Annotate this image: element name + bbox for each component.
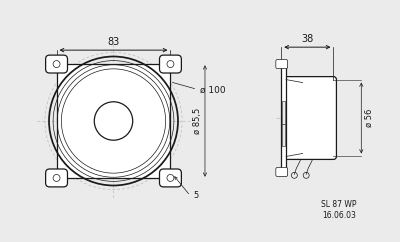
Text: SL 87 WP
16.06.03: SL 87 WP 16.06.03	[322, 200, 357, 220]
Text: 5: 5	[193, 191, 198, 200]
FancyBboxPatch shape	[160, 55, 181, 73]
Bar	[281, 61, 286, 175]
FancyBboxPatch shape	[276, 167, 288, 176]
FancyBboxPatch shape	[276, 60, 288, 68]
FancyBboxPatch shape	[46, 55, 68, 73]
Bar	[56, 64, 170, 178]
FancyBboxPatch shape	[283, 77, 336, 159]
Bar	[282, 101, 285, 124]
Bar	[282, 124, 285, 146]
Text: ø 85,5: ø 85,5	[193, 108, 202, 134]
Text: ø 100: ø 100	[172, 82, 226, 95]
FancyBboxPatch shape	[160, 169, 181, 187]
Text: 83: 83	[107, 37, 120, 47]
Text: 38: 38	[301, 34, 314, 44]
FancyBboxPatch shape	[46, 169, 68, 187]
Text: ø 56: ø 56	[364, 109, 373, 127]
